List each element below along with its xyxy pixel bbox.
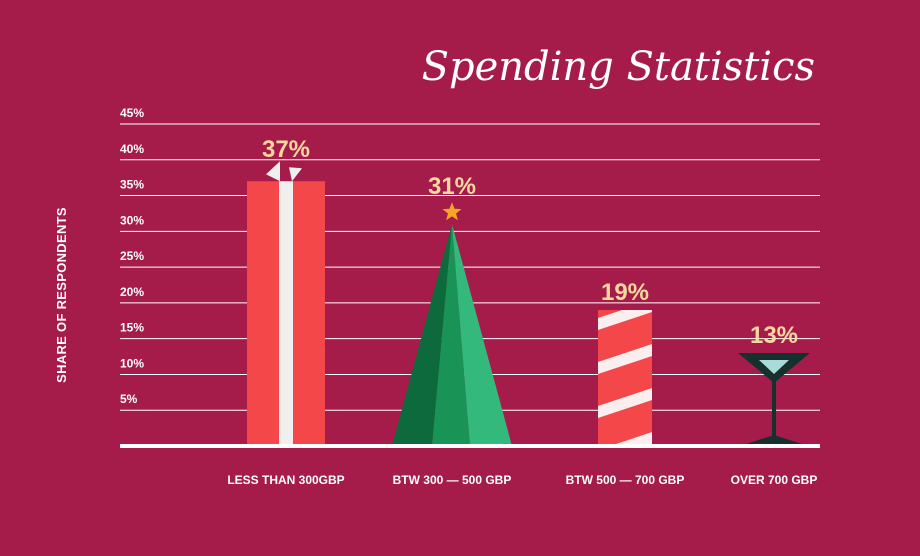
tree-left-face [392,224,452,446]
candy-cane-stripe [598,310,652,331]
bars [247,161,810,446]
bar-martini-glass [738,352,810,444]
value-label: 31% [428,173,476,200]
martini-base [746,436,802,444]
candy-cane-stripe [598,344,652,375]
candy-cane-stripe [598,388,652,419]
candy-cane-body [598,310,652,446]
candy-cane-stripe [610,432,652,446]
category-label: LESS THAN 300GBP [227,473,344,487]
category-label: BTW 500 — 700 GBP [566,473,685,487]
tree-center-face [432,224,470,446]
gridlines [120,123,820,411]
y-tick-labels: 5% 10% 15% 20% 25% 30% 35% 40% 45% [120,106,144,406]
gift-ribbon [279,181,293,446]
y-tick-label: 15% [120,321,144,335]
y-tick-label: 20% [120,285,144,299]
chart-title: Spending Statistics [422,44,815,90]
gift-bow-right [289,167,302,182]
tree-right-face [452,224,512,446]
value-label: 37% [262,136,310,163]
candy-cane-stripes [598,310,652,446]
bar-candy-cane [598,310,652,446]
y-axis-label: SHARE OF RESPONDENTS [54,207,69,383]
star-icon [442,202,462,221]
value-labels: 37% 31% 19% 13% [262,136,798,349]
y-tick-label: 45% [120,106,144,120]
y-tick-label: 35% [120,178,144,192]
y-tick-label: 25% [120,249,144,263]
bar-gift-box [247,161,325,446]
y-tick-label: 5% [120,392,138,406]
martini-stem [772,380,776,440]
bar-christmas-tree [392,202,512,446]
martini-drink [759,359,789,374]
y-tick-label: 10% [120,356,144,370]
y-tick-label: 30% [120,213,144,227]
gift-bow-left [266,161,280,182]
y-tick-label: 40% [120,142,144,156]
category-labels: LESS THAN 300GBP BTW 300 — 500 GBP BTW 500… [227,473,817,487]
category-label: BTW 300 — 500 GBP [393,473,512,487]
value-label: 19% [601,279,649,306]
value-label: 13% [750,322,798,349]
category-label: OVER 700 GBP [731,473,818,487]
